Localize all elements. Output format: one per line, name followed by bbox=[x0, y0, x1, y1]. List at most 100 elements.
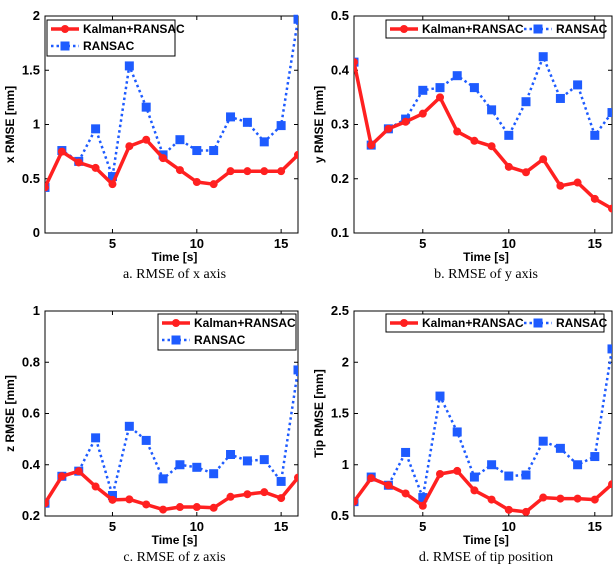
data-point-ransac bbox=[158, 474, 168, 484]
data-point-kalman-ransac bbox=[294, 150, 298, 159]
data-point-kalman-ransac bbox=[209, 503, 218, 512]
data-point-kalman-ransac bbox=[384, 124, 393, 133]
x-tick-label: 10 bbox=[190, 236, 204, 251]
x-tick-label: 15 bbox=[274, 519, 288, 534]
data-point-ransac bbox=[573, 80, 583, 90]
y-tick-label: 1 bbox=[33, 117, 40, 132]
legend-marker-ransac bbox=[533, 318, 543, 328]
data-point-kalman-ransac bbox=[354, 58, 358, 67]
x-tick-label: 15 bbox=[588, 236, 602, 251]
data-point-kalman-ransac bbox=[226, 492, 235, 501]
y-tick-label: 0.3 bbox=[331, 117, 349, 132]
data-point-kalman-ransac bbox=[226, 167, 235, 176]
legend: Kalman+RANSAC RANSAC bbox=[385, 313, 608, 333]
data-point-kalman-ransac bbox=[354, 497, 358, 506]
y-tick-label: 1 bbox=[33, 303, 40, 318]
x-tick-label: 5 bbox=[109, 236, 116, 251]
legend-label-kalman-ransac: Kalman+RANSAC bbox=[83, 22, 185, 36]
y-tick-label: 1.5 bbox=[331, 406, 349, 421]
legend-box bbox=[157, 313, 297, 351]
data-point-ransac bbox=[607, 344, 612, 354]
x-tick-label: 5 bbox=[109, 519, 116, 534]
data-point-ransac bbox=[521, 97, 531, 107]
data-point-ransac bbox=[435, 391, 445, 401]
legend-marker-kalman-ransac bbox=[400, 25, 408, 33]
data-point-ransac bbox=[175, 460, 185, 470]
data-point-ransac bbox=[555, 93, 565, 103]
data-point-ransac bbox=[141, 435, 151, 445]
data-point-kalman-ransac bbox=[436, 93, 444, 102]
data-point-kalman-ransac bbox=[125, 495, 134, 504]
data-point-kalman-ransac bbox=[590, 495, 599, 504]
data-point-kalman-ransac bbox=[522, 507, 530, 516]
y-axis-label: y RMSE [mm] bbox=[312, 86, 326, 163]
data-point-kalman-ransac bbox=[418, 501, 427, 510]
data-point-ransac bbox=[538, 52, 548, 62]
data-point-ransac bbox=[124, 61, 134, 71]
data-point-kalman-ransac bbox=[556, 494, 565, 503]
data-point-kalman-ransac bbox=[367, 141, 376, 150]
data-point-ransac bbox=[435, 83, 445, 93]
legend-label-kalman-ransac: Kalman+RANSAC bbox=[194, 316, 296, 330]
panel-caption: c. RMSE of z axis bbox=[123, 550, 225, 565]
plot-area bbox=[45, 365, 298, 514]
data-point-ransac bbox=[107, 491, 117, 500]
data-point-kalman-ransac bbox=[192, 503, 201, 512]
panel-caption: b. RMSE of y axis bbox=[434, 267, 538, 282]
data-point-kalman-ransac bbox=[45, 183, 49, 192]
data-point-kalman-ransac bbox=[608, 204, 612, 213]
data-point-kalman-ransac bbox=[142, 135, 151, 144]
data-point-kalman-ransac bbox=[260, 488, 269, 497]
legend-label-kalman-ransac: Kalman+RANSAC bbox=[422, 22, 524, 36]
data-point-ransac bbox=[452, 71, 462, 81]
data-point-ransac bbox=[573, 460, 583, 470]
data-point-ransac bbox=[504, 471, 514, 481]
data-point-kalman-ransac bbox=[401, 117, 410, 126]
data-point-ransac bbox=[276, 476, 286, 486]
data-point-kalman-ransac bbox=[277, 167, 286, 176]
data-point-kalman-ransac bbox=[470, 136, 479, 145]
data-point-kalman-ransac bbox=[504, 162, 513, 171]
data-point-kalman-ransac bbox=[539, 493, 548, 502]
data-point-ransac bbox=[175, 135, 185, 145]
data-point-ransac bbox=[293, 365, 298, 375]
legend-label-ransac: RANSAC bbox=[83, 39, 135, 53]
data-point-kalman-ransac bbox=[108, 495, 117, 504]
data-point-kalman-ransac bbox=[436, 469, 444, 478]
y-axis-label: x RMSE [mm] bbox=[3, 86, 17, 163]
series-line-ransac bbox=[354, 348, 612, 503]
y-tick-label: 1.5 bbox=[22, 62, 40, 77]
data-point-ransac bbox=[242, 456, 252, 466]
data-point-ransac bbox=[91, 124, 101, 134]
y-tick-label: 2.5 bbox=[331, 303, 349, 318]
data-point-ransac bbox=[418, 493, 428, 503]
x-tick-label: 5 bbox=[419, 519, 426, 534]
plot-area bbox=[354, 344, 612, 516]
panel-caption: d. RMSE of tip position bbox=[419, 550, 553, 565]
x-axis-label: Time [s] bbox=[152, 250, 198, 264]
y-tick-label: 0.5 bbox=[331, 508, 349, 523]
legend-marker-ransac bbox=[533, 24, 543, 34]
data-point-ransac bbox=[226, 450, 236, 459]
y-tick-label: 0.6 bbox=[22, 406, 40, 421]
data-point-kalman-ransac bbox=[159, 154, 168, 163]
legend-box bbox=[385, 19, 605, 39]
data-point-kalman-ransac bbox=[45, 499, 49, 508]
x-tick-label: 10 bbox=[190, 519, 204, 534]
y-tick-label: 2 bbox=[342, 354, 349, 369]
data-point-kalman-ransac bbox=[453, 127, 462, 136]
plot-area bbox=[354, 52, 612, 213]
data-point-kalman-ransac bbox=[418, 109, 427, 118]
data-point-kalman-ransac bbox=[367, 474, 376, 483]
data-point-kalman-ransac bbox=[159, 505, 168, 514]
data-point-ransac bbox=[590, 452, 600, 462]
data-point-ransac bbox=[590, 130, 600, 140]
data-point-ransac bbox=[607, 108, 612, 118]
y-tick-label: 0.8 bbox=[22, 354, 40, 369]
data-point-ransac bbox=[401, 447, 411, 457]
data-point-ransac bbox=[242, 117, 252, 127]
y-tick-label: 0.2 bbox=[331, 171, 349, 186]
data-point-kalman-ransac bbox=[453, 466, 462, 475]
data-point-ransac bbox=[209, 146, 219, 156]
legend-marker-kalman-ransac bbox=[61, 25, 69, 33]
